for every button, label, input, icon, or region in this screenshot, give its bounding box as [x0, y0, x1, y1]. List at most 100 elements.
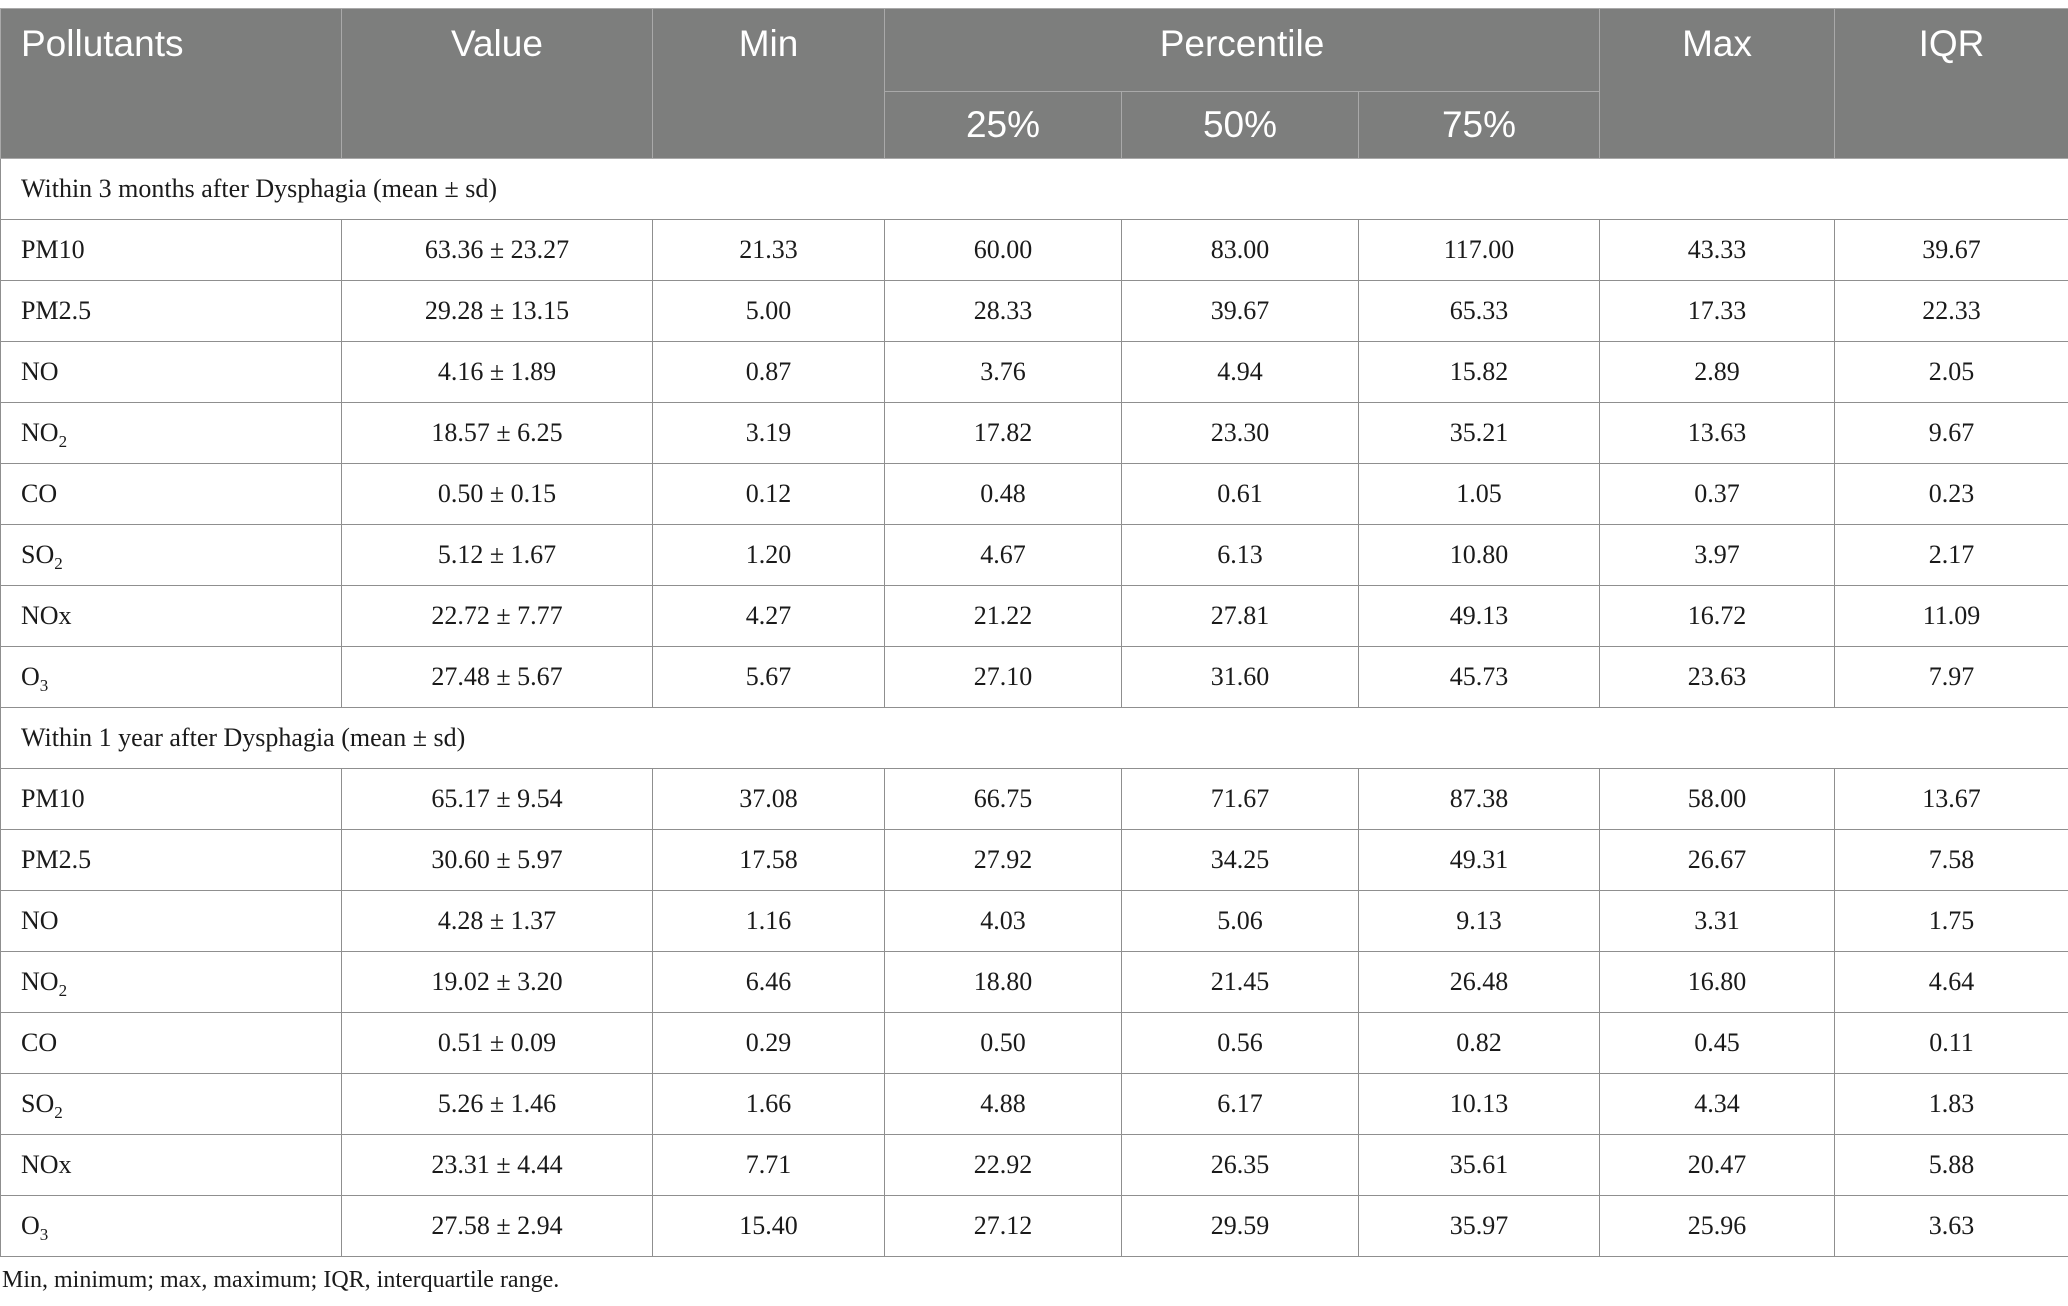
cell-max: 3.31 [1599, 890, 1836, 952]
cell-max: 3.97 [1599, 524, 1836, 586]
cell-max: 16.80 [1599, 951, 1836, 1013]
cell-p50: 29.59 [1121, 1195, 1359, 1257]
cell-value: 65.17 ± 9.54 [341, 768, 653, 830]
cell-max: 26.67 [1599, 829, 1836, 891]
header-percentile: Percentile [883, 8, 1601, 92]
cell-max: 2.89 [1599, 341, 1836, 403]
cell-p25: 27.10 [884, 646, 1122, 708]
pollutant-label: NO [21, 357, 59, 386]
cell-iqr: 1.75 [1834, 890, 2068, 952]
cell-p75: 0.82 [1357, 1012, 1601, 1074]
pollutant-label: PM10 [21, 235, 85, 264]
table-row: SO2 5.12 ± 1.67 1.20 4.67 6.13 10.80 3.97 2.17 [0, 524, 2068, 586]
cell-min: 15.40 [652, 1195, 885, 1257]
pollutant-subscript: 3 [39, 676, 49, 695]
cell-p75: 1.05 [1357, 463, 1601, 525]
cell-p50: 39.67 [1121, 280, 1359, 342]
pollutant-label: CO [21, 479, 58, 508]
cell-p75: 45.73 [1357, 646, 1601, 708]
cell-value: 5.12 ± 1.67 [341, 524, 653, 586]
cell-iqr: 4.64 [1834, 951, 2068, 1013]
cell-max: 13.63 [1599, 402, 1836, 464]
section-title: Within 3 months after Dysphagia (mean ± … [0, 158, 2068, 220]
cell-value: 27.48 ± 5.67 [341, 646, 653, 708]
pollutant-label: NO [21, 906, 59, 935]
cell-iqr: 3.63 [1834, 1195, 2068, 1257]
table-footnote: Min, minimum; max, maximum; IQR, interqu… [2, 1267, 560, 1293]
cell-min: 3.19 [652, 402, 885, 464]
cell-max: 58.00 [1599, 768, 1836, 830]
pollutant-label: O [21, 1211, 40, 1240]
pollutant-name: PM2.5 [0, 280, 342, 342]
pollutant-name: SO2 [0, 524, 342, 586]
cell-p25: 0.50 [884, 1012, 1122, 1074]
cell-min: 0.29 [652, 1012, 885, 1074]
cell-min: 4.27 [652, 585, 885, 647]
cell-iqr: 22.33 [1834, 280, 2068, 342]
pollutant-name: PM10 [0, 768, 342, 830]
cell-max: 17.33 [1599, 280, 1836, 342]
cell-p25: 60.00 [884, 219, 1122, 281]
cell-min: 37.08 [652, 768, 885, 830]
cell-max: 0.37 [1599, 463, 1836, 525]
cell-iqr: 2.17 [1834, 524, 2068, 586]
cell-p75: 9.13 [1357, 890, 1601, 952]
cell-min: 7.71 [652, 1134, 885, 1196]
section-row: Within 1 year after Dysphagia (mean ± sd… [0, 707, 2068, 769]
cell-value: 4.16 ± 1.89 [341, 341, 653, 403]
cell-min: 0.12 [652, 463, 885, 525]
cell-max: 4.34 [1599, 1073, 1836, 1135]
cell-p50: 6.17 [1121, 1073, 1359, 1135]
cell-iqr: 11.09 [1834, 585, 2068, 647]
cell-p50: 34.25 [1121, 829, 1359, 891]
cell-p50: 0.61 [1121, 463, 1359, 525]
cell-p75: 35.61 [1357, 1134, 1601, 1196]
table-row: NO 4.28 ± 1.37 1.16 4.03 5.06 9.13 3.31 1.75 [0, 890, 2068, 952]
cell-value: 27.58 ± 2.94 [341, 1195, 653, 1257]
cell-max: 43.33 [1599, 219, 1836, 281]
cell-value: 19.02 ± 3.20 [341, 951, 653, 1013]
cell-value: 0.50 ± 0.15 [341, 463, 653, 525]
cell-p50: 4.94 [1121, 341, 1359, 403]
pollutant-label: SO [21, 540, 55, 569]
pollutant-name: NOx [0, 585, 342, 647]
cell-value: 18.57 ± 6.25 [341, 402, 653, 464]
header-p75: 75% [1357, 91, 1601, 159]
table-row: PM2.5 29.28 ± 13.15 5.00 28.33 39.67 65.33 17.… [0, 280, 2068, 342]
cell-p75: 35.21 [1357, 402, 1601, 464]
cell-value: 0.51 ± 0.09 [341, 1012, 653, 1074]
table-row: NO 4.16 ± 1.89 0.87 3.76 4.94 15.82 2.89 2.05 [0, 341, 2068, 403]
table-row: PM2.5 30.60 ± 5.97 17.58 27.92 34.25 49.31 26.… [0, 829, 2068, 891]
table-row: NO2 18.57 ± 6.25 3.19 17.82 23.30 35.21 13.63 9… [0, 402, 2068, 464]
pollutant-name: SO2 [0, 1073, 342, 1135]
cell-p50: 26.35 [1121, 1134, 1359, 1196]
cell-min: 1.66 [652, 1073, 885, 1135]
header-p50: 50% [1121, 91, 1359, 159]
table-row: CO 0.50 ± 0.15 0.12 0.48 0.61 1.05 0.37 0.23 [0, 463, 2068, 525]
pollutant-name: O3 [0, 646, 342, 708]
cell-min: 21.33 [652, 219, 885, 281]
cell-p75: 15.82 [1357, 341, 1601, 403]
cell-p25: 27.92 [884, 829, 1122, 891]
table-row: SO2 5.26 ± 1.46 1.66 4.88 6.17 10.13 4.34 1.83 [0, 1073, 2068, 1135]
cell-value: 23.31 ± 4.44 [341, 1134, 653, 1196]
cell-min: 5.67 [652, 646, 885, 708]
table-row: PM10 63.36 ± 23.27 21.33 60.00 83.00 117.00 43… [0, 219, 2068, 281]
cell-max: 25.96 [1599, 1195, 1836, 1257]
cell-value: 29.28 ± 13.15 [341, 280, 653, 342]
cell-max: 16.72 [1599, 585, 1836, 647]
cell-p25: 21.22 [884, 585, 1122, 647]
section-row: Within 3 months after Dysphagia (mean ± … [0, 158, 2068, 220]
cell-iqr: 5.88 [1834, 1134, 2068, 1196]
pollutant-label: SO [21, 1089, 55, 1118]
cell-iqr: 39.67 [1834, 219, 2068, 281]
header-max: Max [1599, 8, 1836, 159]
cell-max: 0.45 [1599, 1012, 1836, 1074]
pollutant-subscript: 2 [58, 981, 68, 1000]
cell-p50: 31.60 [1121, 646, 1359, 708]
header-value: Value [341, 8, 653, 159]
table-container: Pollutants Value Min Percentile Max IQR … [0, 8, 2068, 1257]
cell-p75: 35.97 [1357, 1195, 1601, 1257]
cell-iqr: 9.67 [1834, 402, 2068, 464]
cell-p75: 65.33 [1357, 280, 1601, 342]
